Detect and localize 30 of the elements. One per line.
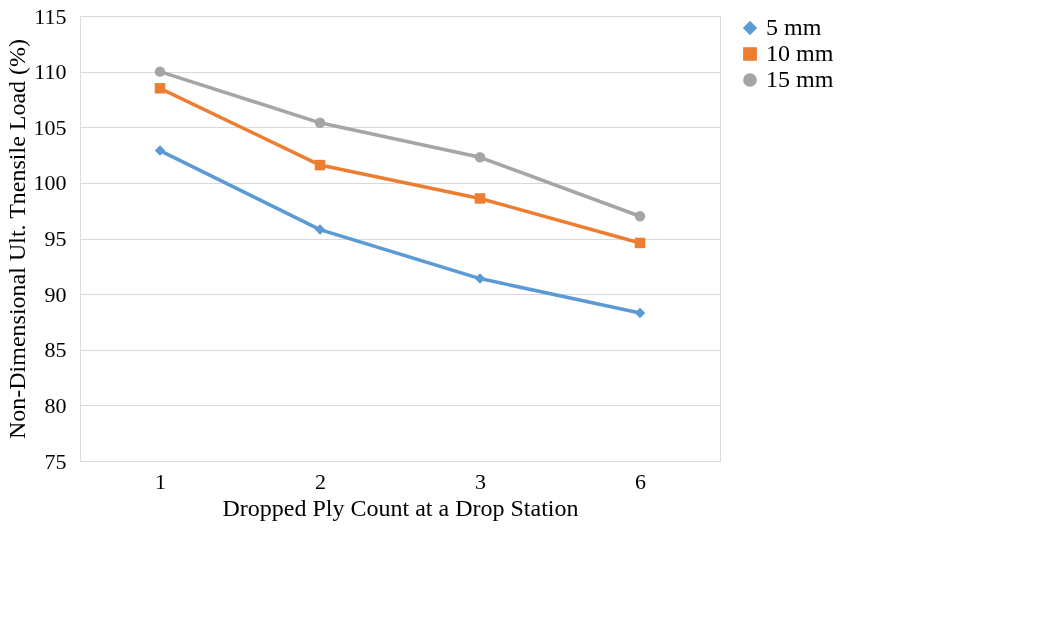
y-tick-label: 85 [44, 337, 67, 363]
point [314, 224, 326, 235]
x-tick-label: 2 [315, 468, 326, 494]
y-tick-label: 90 [44, 281, 67, 307]
point [474, 193, 486, 204]
y-tick-label: 115 [34, 3, 67, 29]
point [314, 117, 326, 129]
x-tick-label: 3 [475, 468, 486, 494]
y-tick-label: 75 [44, 448, 67, 474]
y-tick-label: 105 [33, 114, 67, 140]
y-tick-label: 95 [44, 226, 67, 251]
x-axis-title: Dropped Ply Count at a Drop Station [222, 494, 579, 521]
point [154, 145, 166, 156]
legend-label: 15 mm [766, 66, 834, 92]
legend-label: 5 mm [766, 14, 822, 40]
legend-label: 10 mm [766, 40, 834, 66]
y-tick-label: 110 [34, 59, 67, 85]
y-tick-label: 100 [33, 170, 67, 196]
point [154, 66, 166, 77]
point [314, 159, 326, 171]
point [634, 211, 646, 222]
point [634, 237, 646, 249]
point [474, 273, 486, 284]
x-tick-label: 6 [635, 468, 646, 494]
point [474, 152, 486, 163]
y-axis-title: Non-Dimensional Ult. Tnensile Load (%) [3, 38, 30, 440]
point [634, 307, 646, 319]
point [154, 83, 166, 94]
y-tick-label: 80 [44, 392, 67, 418]
x-tick-label: 1 [155, 468, 166, 494]
